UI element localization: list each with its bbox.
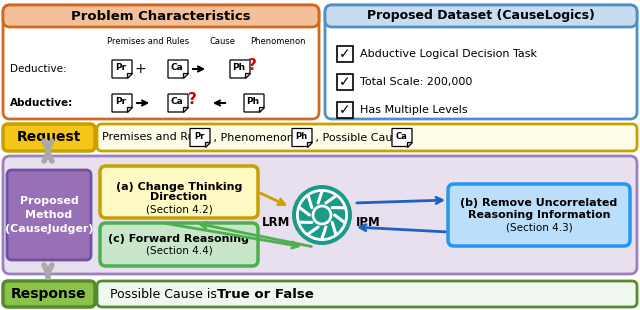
Text: Possible Cause is: Possible Cause is [110, 287, 221, 300]
Text: , Possible Cause: , Possible Cause [312, 132, 408, 143]
Text: Has Multiple Levels: Has Multiple Levels [360, 105, 468, 115]
Text: Proposed
Method
(CauseJudger): Proposed Method (CauseJudger) [4, 196, 93, 234]
FancyBboxPatch shape [3, 156, 637, 274]
Text: Direction: Direction [150, 192, 207, 202]
Circle shape [313, 206, 331, 224]
Text: ?: ? [248, 59, 257, 73]
Text: Ca: Ca [171, 64, 184, 73]
FancyBboxPatch shape [325, 5, 637, 27]
Text: Deductive:: Deductive: [10, 64, 67, 74]
Text: Ph: Ph [246, 98, 260, 107]
Polygon shape [230, 60, 250, 78]
Polygon shape [183, 73, 188, 78]
Polygon shape [127, 73, 132, 78]
Polygon shape [245, 73, 250, 78]
Text: Cause: Cause [209, 37, 235, 46]
Text: (Section 4.4): (Section 4.4) [146, 246, 212, 255]
Text: Pr: Pr [194, 132, 204, 141]
Polygon shape [127, 107, 132, 112]
Polygon shape [307, 141, 312, 147]
Polygon shape [205, 141, 210, 147]
Text: Response: Response [11, 287, 87, 301]
FancyBboxPatch shape [337, 102, 353, 118]
Text: Premises and Rules: Premises and Rules [107, 37, 189, 46]
Text: Ca: Ca [395, 132, 407, 141]
Text: (c) Forward Reasoning: (c) Forward Reasoning [109, 233, 250, 243]
Polygon shape [292, 129, 312, 147]
Polygon shape [168, 94, 188, 112]
Circle shape [292, 185, 352, 245]
FancyBboxPatch shape [337, 46, 353, 62]
FancyBboxPatch shape [7, 170, 91, 260]
Text: Proposed Dataset (CauseLogics): Proposed Dataset (CauseLogics) [367, 10, 595, 23]
FancyBboxPatch shape [3, 281, 95, 307]
Text: Problem Characteristics: Problem Characteristics [71, 10, 251, 23]
Text: Pr: Pr [115, 64, 127, 73]
Text: (a) Change Thinking: (a) Change Thinking [116, 182, 242, 192]
FancyBboxPatch shape [97, 281, 637, 307]
FancyBboxPatch shape [325, 5, 637, 119]
Polygon shape [112, 60, 132, 78]
Text: Ca: Ca [171, 98, 184, 107]
Text: ✓: ✓ [339, 75, 351, 89]
Polygon shape [190, 129, 210, 147]
FancyBboxPatch shape [3, 5, 319, 119]
Text: Premises and Rules: Premises and Rules [102, 132, 214, 143]
Text: Phenomenon: Phenomenon [250, 37, 306, 46]
FancyBboxPatch shape [100, 223, 258, 266]
Polygon shape [244, 94, 264, 112]
Text: Ph: Ph [232, 64, 246, 73]
Text: Pr: Pr [115, 98, 127, 107]
Text: Ph: Ph [295, 132, 307, 141]
Text: , Phenomenon: , Phenomenon [210, 132, 298, 143]
FancyBboxPatch shape [97, 124, 637, 151]
Text: (b) Remove Uncorrelated: (b) Remove Uncorrelated [460, 198, 618, 208]
FancyBboxPatch shape [3, 124, 95, 151]
Text: IPM: IPM [356, 216, 380, 229]
Polygon shape [392, 129, 412, 147]
Text: +: + [134, 62, 146, 76]
Text: LRM: LRM [262, 216, 290, 229]
Text: Request: Request [17, 131, 81, 144]
Polygon shape [183, 107, 188, 112]
Text: Abductive:: Abductive: [10, 98, 73, 108]
Polygon shape [259, 107, 264, 112]
Text: True or False: True or False [217, 287, 314, 300]
Text: Reasoning Information: Reasoning Information [468, 210, 611, 220]
Text: Total Scale: 200,000: Total Scale: 200,000 [360, 77, 472, 87]
Text: ✓: ✓ [339, 47, 351, 61]
FancyBboxPatch shape [100, 166, 258, 218]
Text: ✓: ✓ [339, 103, 351, 117]
Text: (Section 4.3): (Section 4.3) [506, 223, 572, 233]
Polygon shape [112, 94, 132, 112]
FancyBboxPatch shape [3, 5, 319, 27]
FancyBboxPatch shape [337, 74, 353, 90]
Polygon shape [168, 60, 188, 78]
Text: (Section 4.2): (Section 4.2) [146, 204, 212, 214]
FancyBboxPatch shape [448, 184, 630, 246]
Polygon shape [407, 141, 412, 147]
Text: Abductive Logical Decision Task: Abductive Logical Decision Task [360, 49, 537, 59]
Text: ?: ? [188, 92, 196, 108]
